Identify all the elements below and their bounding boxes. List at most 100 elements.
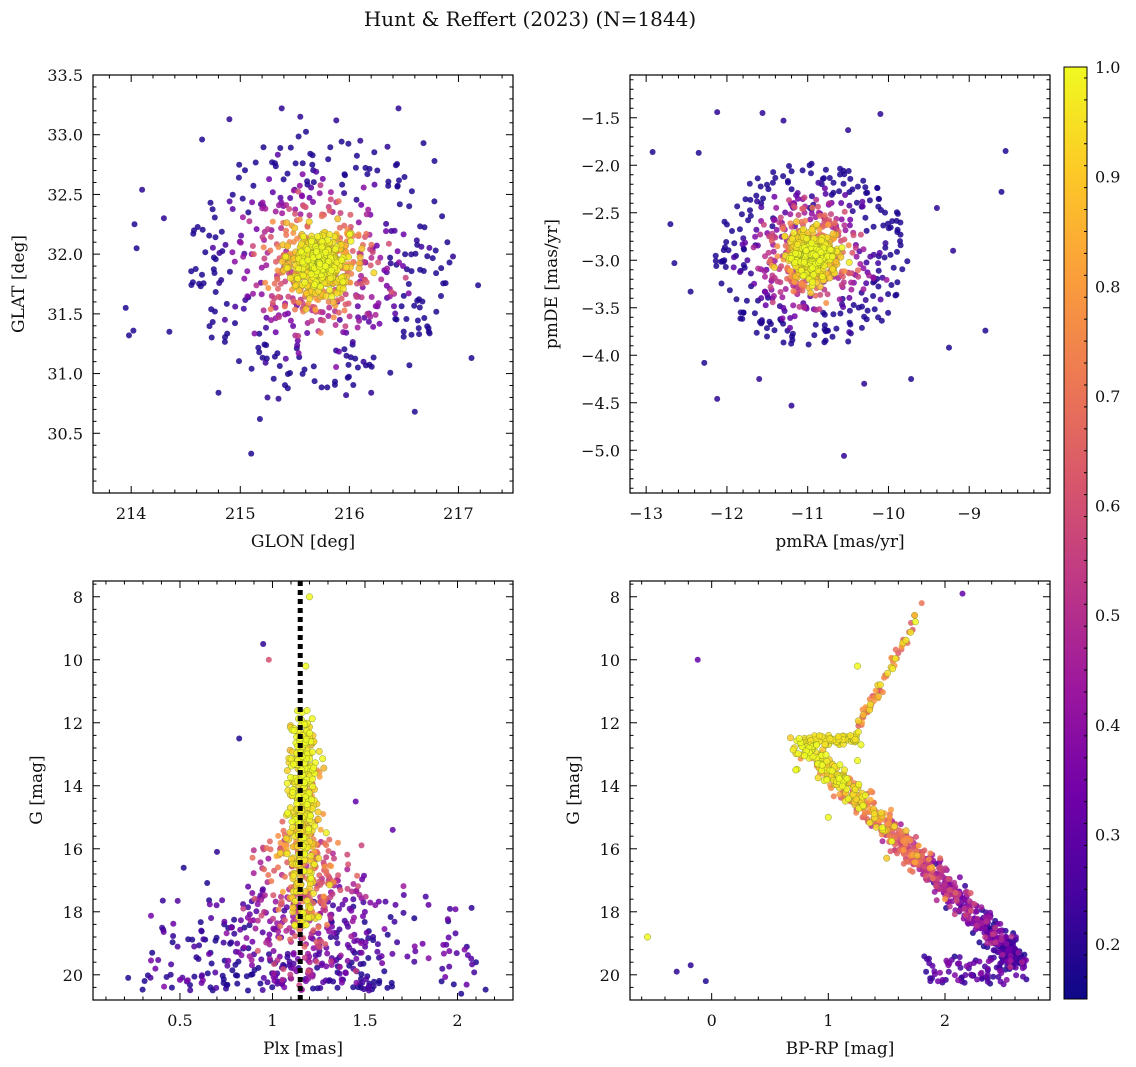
plx-point: [343, 920, 350, 927]
sky-point: [327, 275, 334, 282]
pm-point: [899, 266, 906, 273]
plx-point: [323, 854, 330, 861]
sky-point: [314, 233, 322, 241]
cmd-point: [911, 859, 918, 866]
pm-point: [884, 220, 891, 227]
sky-point: [371, 149, 378, 156]
sky-point: [224, 330, 231, 337]
pm-point: [864, 307, 871, 314]
pm-point: [774, 243, 781, 250]
sky-point: [263, 324, 269, 331]
plx-point: [400, 909, 407, 916]
cmd-point: [826, 735, 834, 743]
plx-point: [269, 984, 276, 991]
plx-point: [228, 924, 235, 931]
pm-point: [1002, 148, 1009, 154]
plx-point: [323, 963, 330, 970]
plx-xtick-label: 1.5: [352, 1011, 377, 1030]
pm-point: [860, 286, 867, 293]
plx-point: [174, 943, 181, 950]
sky-point: [355, 231, 362, 238]
plx-point: [381, 968, 388, 975]
cmd-point: [854, 728, 862, 736]
sky-point: [388, 289, 395, 295]
pm-point: [875, 195, 882, 202]
plx-point: [463, 981, 470, 988]
plx-point: [339, 901, 346, 908]
cmd-point: [1007, 963, 1014, 970]
sky-point: [400, 328, 407, 335]
sky-point: [265, 285, 272, 291]
sky-point: [370, 269, 378, 277]
sky-point: [133, 245, 140, 252]
pm-point: [754, 175, 761, 182]
plx-point: [444, 916, 451, 923]
cmd-point: [936, 866, 943, 873]
pm-point: [743, 297, 750, 304]
pm-point: [836, 188, 843, 195]
sky-point: [256, 330, 263, 337]
plx-point: [167, 971, 174, 978]
plx-point: [365, 987, 372, 994]
pm-point: [786, 163, 792, 169]
plx-point: [291, 921, 299, 929]
pm-point: [828, 253, 836, 261]
sky-point: [439, 213, 446, 220]
sky-point: [260, 244, 267, 251]
sky-point: [287, 144, 294, 151]
cmd-point: [992, 939, 999, 946]
pm-point: [806, 162, 813, 169]
sky-point: [347, 237, 355, 245]
pm-point: [799, 167, 806, 174]
sky-point: [376, 320, 383, 327]
plx-point: [327, 934, 334, 941]
plx-point: [261, 866, 268, 873]
sky-point: [274, 151, 281, 158]
cmd-point: [923, 872, 929, 879]
plx-point: [168, 961, 175, 968]
plx-point: [329, 923, 335, 930]
pm-point: [946, 344, 952, 351]
pm-xtick-label: −11: [791, 504, 825, 523]
sky-point: [408, 251, 415, 258]
pm-point: [779, 225, 786, 232]
pm-point: [860, 246, 867, 253]
plx-point: [355, 883, 361, 890]
pm-point: [860, 265, 867, 272]
cmd-point: [809, 753, 817, 761]
pm-point: [740, 309, 747, 316]
plx-point: [322, 941, 329, 948]
pm-point: [701, 359, 708, 366]
cmd-point: [956, 954, 963, 961]
sky-point: [311, 378, 318, 385]
cmd-point: [879, 838, 886, 845]
plx-point: [229, 967, 236, 974]
plx-ytick-label: 14: [63, 777, 83, 796]
pm-point: [826, 246, 834, 254]
pm-point: [821, 311, 828, 318]
pm-ytick-label: −2.5: [581, 204, 620, 223]
sky-point: [369, 249, 376, 256]
plx-point: [249, 962, 255, 969]
pm-point: [817, 248, 825, 256]
plx-point: [351, 938, 358, 945]
cmd-point: [984, 965, 991, 972]
sky-point: [244, 293, 251, 300]
pm-point: [838, 216, 845, 223]
cmd-point: [687, 962, 694, 969]
cmd-point: [990, 973, 997, 980]
pm-point: [793, 218, 800, 226]
cmd-point: [673, 968, 680, 975]
pm-point: [847, 175, 854, 182]
plx-point: [170, 920, 177, 927]
sky-point: [256, 349, 263, 356]
plx-point: [259, 887, 266, 894]
pm-point: [875, 260, 882, 267]
sky-point: [358, 201, 365, 208]
pm-xtick-label: −9: [957, 504, 981, 523]
cmd-ytick-label: 14: [600, 777, 620, 796]
pm-point: [745, 217, 752, 224]
plx-point: [446, 963, 453, 970]
sky-point: [122, 304, 129, 311]
plx-point: [328, 958, 334, 965]
